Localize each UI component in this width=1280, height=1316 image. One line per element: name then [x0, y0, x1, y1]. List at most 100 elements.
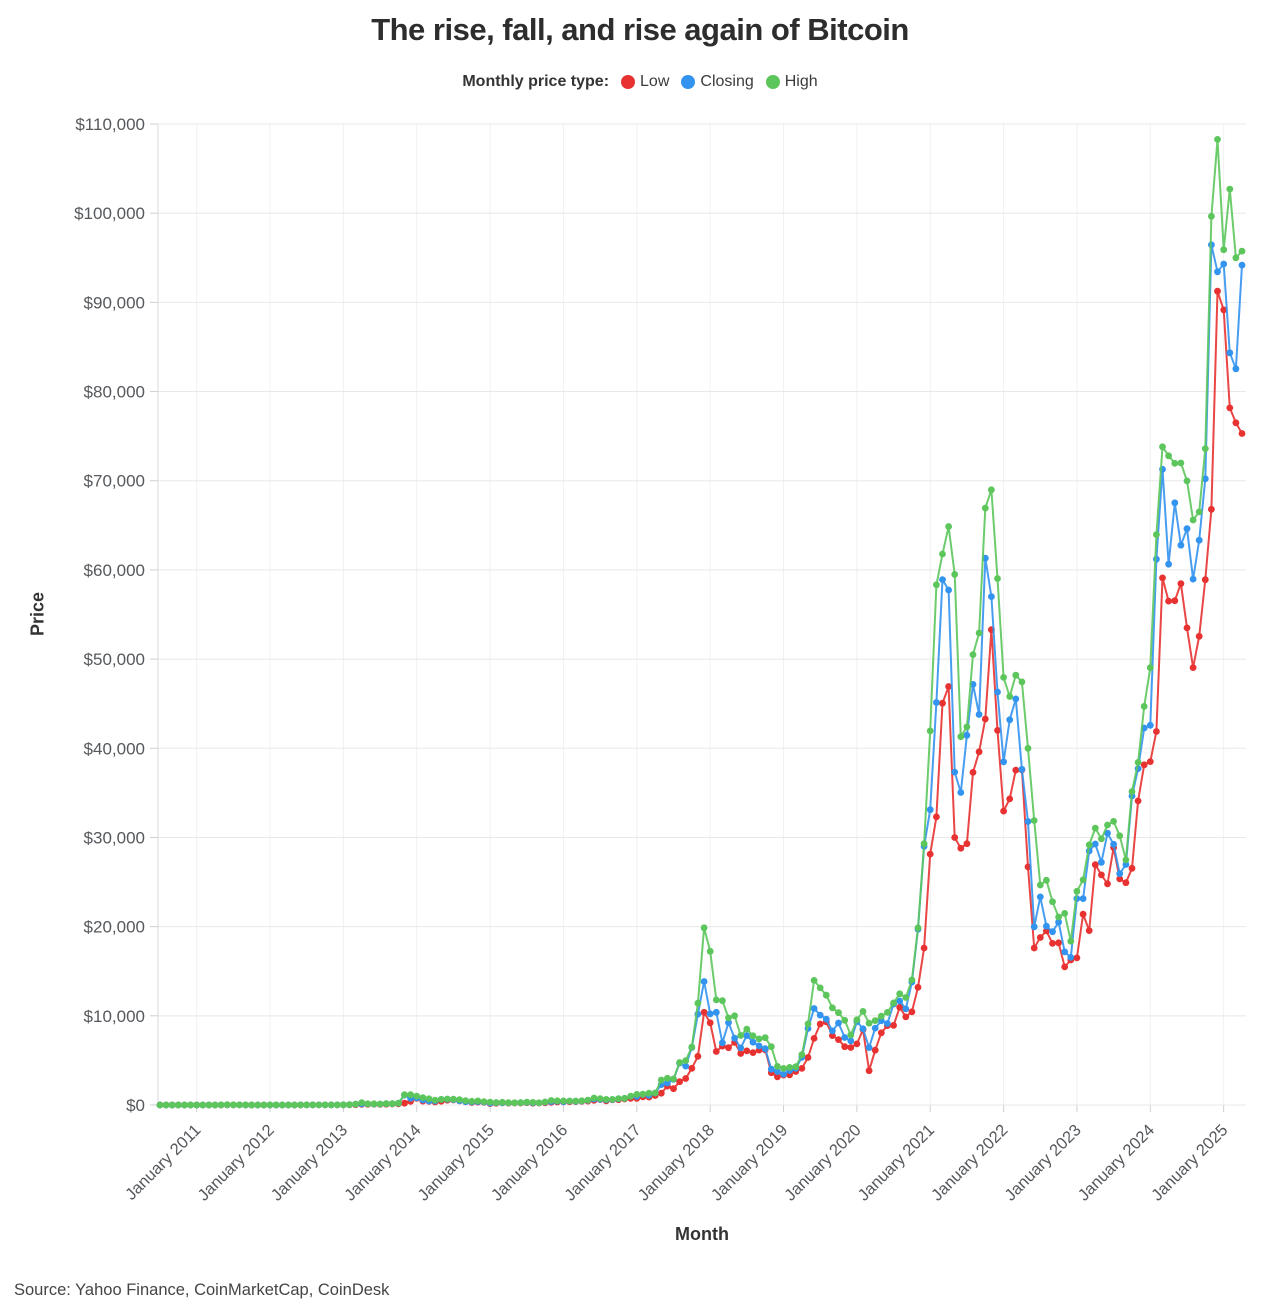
data-point-marker[interactable]	[1195, 536, 1203, 544]
data-point-marker[interactable]	[1159, 574, 1166, 582]
data-point-marker[interactable]	[822, 1015, 830, 1023]
data-point-marker[interactable]	[743, 1047, 751, 1055]
data-point-marker[interactable]	[664, 1079, 671, 1087]
data-point-marker[interactable]	[926, 806, 934, 814]
data-point-marker[interactable]	[774, 1073, 781, 1081]
data-point-marker[interactable]	[1018, 678, 1026, 686]
data-point-marker[interactable]	[1195, 632, 1203, 640]
data-point-marker[interactable]	[450, 1095, 457, 1103]
data-point-marker[interactable]	[816, 1020, 824, 1028]
data-point-marker[interactable]	[217, 1101, 225, 1109]
data-point-marker[interactable]	[676, 1059, 683, 1066]
data-point-marker[interactable]	[963, 723, 971, 731]
data-point-marker[interactable]	[1165, 452, 1172, 460]
data-point-marker[interactable]	[774, 1068, 781, 1075]
data-point-marker[interactable]	[731, 1012, 738, 1020]
data-point-marker[interactable]	[706, 1019, 714, 1027]
data-point-marker[interactable]	[994, 688, 1001, 696]
data-point-marker[interactable]	[266, 1101, 274, 1109]
data-point-marker[interactable]	[933, 581, 940, 589]
data-point-marker[interactable]	[333, 1101, 341, 1109]
data-point-marker[interactable]	[957, 844, 965, 852]
data-point-marker[interactable]	[1189, 664, 1197, 671]
data-point-marker[interactable]	[1208, 212, 1215, 220]
data-point-marker[interactable]	[639, 1090, 647, 1098]
data-point-marker[interactable]	[535, 1099, 543, 1107]
data-point-marker[interactable]	[572, 1097, 580, 1105]
data-point-marker[interactable]	[670, 1085, 677, 1093]
data-point-marker[interactable]	[712, 1008, 720, 1016]
data-point-marker[interactable]	[1030, 944, 1038, 952]
data-point-marker[interactable]	[1024, 818, 1032, 825]
data-point-marker[interactable]	[1232, 419, 1240, 427]
data-point-marker[interactable]	[804, 1054, 812, 1061]
data-point-marker[interactable]	[1159, 443, 1166, 451]
data-point-marker[interactable]	[1122, 856, 1130, 864]
data-point-marker[interactable]	[1214, 287, 1221, 295]
data-point-marker[interactable]	[755, 1042, 763, 1050]
data-point-marker[interactable]	[743, 1032, 751, 1039]
data-point-marker[interactable]	[682, 1075, 690, 1082]
data-point-marker[interactable]	[939, 550, 946, 558]
data-point-marker[interactable]	[541, 1098, 549, 1106]
data-point-marker[interactable]	[859, 1008, 867, 1015]
data-point-marker[interactable]	[682, 1062, 690, 1070]
data-point-marker[interactable]	[1171, 459, 1179, 467]
data-point-marker[interactable]	[443, 1095, 451, 1103]
data-point-marker[interactable]	[1030, 923, 1038, 931]
data-point-marker[interactable]	[633, 1091, 641, 1098]
data-point-marker[interactable]	[908, 1008, 916, 1016]
data-point-marker[interactable]	[205, 1101, 213, 1109]
data-point-marker[interactable]	[1153, 728, 1160, 735]
data-point-marker[interactable]	[933, 699, 940, 706]
data-point-marker[interactable]	[1104, 829, 1111, 837]
data-point-marker[interactable]	[413, 1092, 421, 1100]
data-point-marker[interactable]	[407, 1091, 414, 1099]
data-point-marker[interactable]	[1116, 870, 1124, 878]
data-point-marker[interactable]	[498, 1098, 506, 1106]
data-point-marker[interactable]	[749, 1038, 757, 1046]
data-point-marker[interactable]	[627, 1092, 635, 1100]
data-point-marker[interactable]	[700, 978, 708, 985]
data-point-marker[interactable]	[1049, 940, 1056, 947]
legend-item-low[interactable]: Low	[621, 73, 669, 91]
data-point-marker[interactable]	[1226, 404, 1234, 412]
data-point-marker[interactable]	[1055, 918, 1062, 926]
data-point-marker[interactable]	[285, 1101, 292, 1109]
data-point-marker[interactable]	[1195, 508, 1203, 516]
data-point-marker[interactable]	[1043, 876, 1050, 884]
data-point-marker[interactable]	[920, 840, 928, 848]
data-point-marker[interactable]	[951, 571, 959, 578]
data-point-marker[interactable]	[278, 1101, 286, 1109]
data-point-marker[interactable]	[1036, 934, 1044, 941]
data-point-marker[interactable]	[829, 1004, 836, 1012]
data-point-marker[interactable]	[1030, 817, 1038, 824]
data-point-marker[interactable]	[468, 1097, 476, 1105]
data-point-marker[interactable]	[511, 1099, 518, 1107]
data-point-marker[interactable]	[1165, 597, 1172, 605]
data-point-marker[interactable]	[780, 1070, 787, 1078]
data-point-marker[interactable]	[1201, 445, 1209, 452]
data-point-marker[interactable]	[346, 1101, 353, 1109]
data-point-marker[interactable]	[1098, 835, 1105, 843]
data-point-marker[interactable]	[1061, 963, 1069, 971]
data-point-marker[interactable]	[1067, 937, 1075, 945]
data-point-marker[interactable]	[975, 748, 983, 756]
data-point-marker[interactable]	[847, 1037, 855, 1045]
data-point-marker[interactable]	[994, 575, 1001, 582]
data-point-marker[interactable]	[1012, 766, 1020, 774]
data-point-marker[interactable]	[816, 1011, 824, 1019]
data-point-marker[interactable]	[853, 1040, 861, 1048]
data-point-marker[interactable]	[804, 1020, 812, 1028]
data-point-marker[interactable]	[926, 727, 934, 735]
data-point-marker[interactable]	[1146, 664, 1154, 672]
data-point-marker[interactable]	[908, 976, 916, 984]
data-point-marker[interactable]	[621, 1094, 628, 1102]
data-point-marker[interactable]	[162, 1101, 170, 1109]
data-point-marker[interactable]	[951, 768, 959, 776]
data-point-marker[interactable]	[1006, 795, 1014, 803]
data-point-marker[interactable]	[1189, 575, 1197, 583]
data-point-marker[interactable]	[670, 1075, 677, 1083]
data-point-marker[interactable]	[1079, 895, 1087, 902]
data-point-marker[interactable]	[890, 1022, 897, 1029]
